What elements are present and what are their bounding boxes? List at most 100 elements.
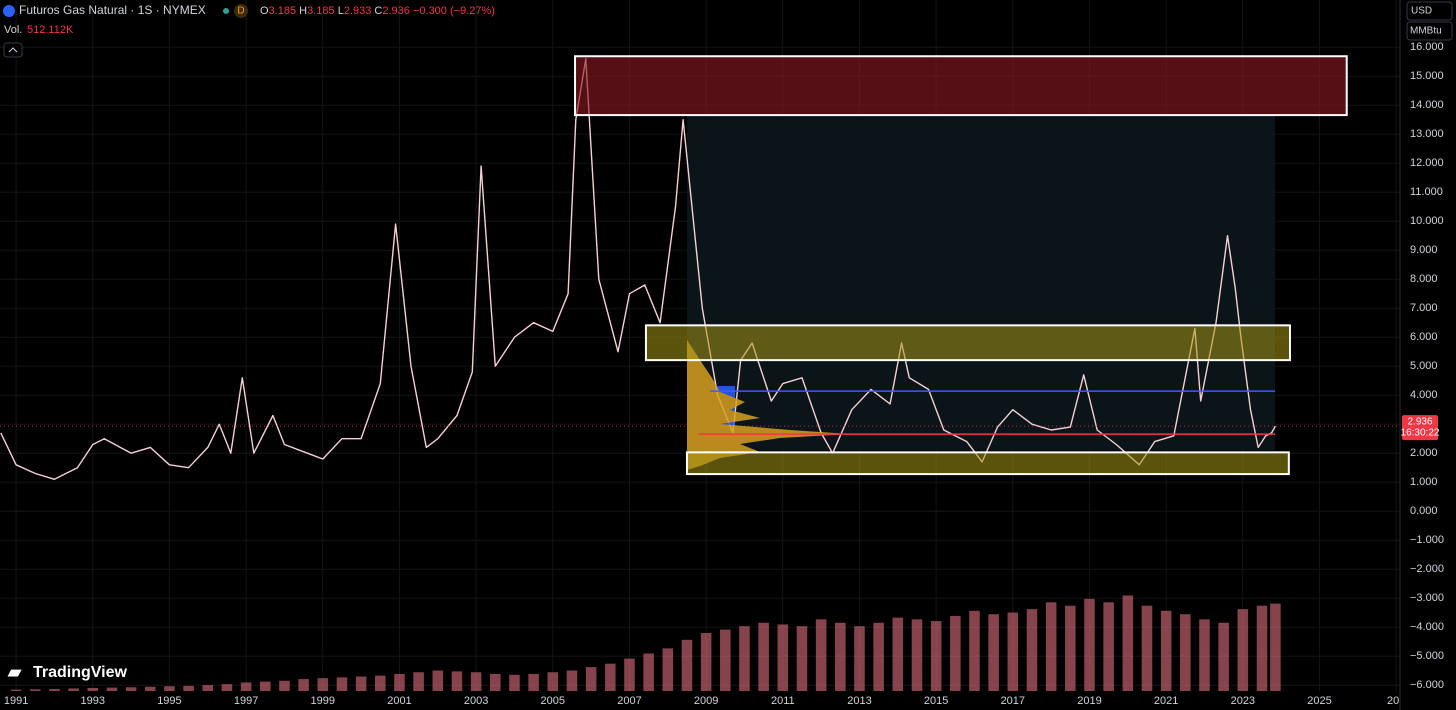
x-tick-label: 2009 bbox=[694, 695, 718, 707]
x-tick-label: 2011 bbox=[771, 695, 795, 707]
volume-bar bbox=[662, 648, 674, 691]
x-tick-label: 2013 bbox=[847, 695, 871, 707]
y-tick-label: 10.000 bbox=[1410, 215, 1444, 227]
x-tick-label: 1999 bbox=[311, 695, 335, 707]
x-tick-label: 2021 bbox=[1154, 695, 1178, 707]
volume-bar bbox=[125, 687, 137, 691]
price-line bbox=[0, 58, 1277, 480]
volume-bar bbox=[643, 653, 654, 691]
price-tag bbox=[1402, 415, 1438, 441]
volume-bar bbox=[873, 622, 884, 691]
volume-bar bbox=[49, 688, 60, 691]
volume-bar bbox=[1256, 605, 1268, 691]
volume-bar bbox=[758, 622, 769, 691]
volume-bar bbox=[1045, 602, 1057, 691]
y-tick-label: −4.000 bbox=[1410, 621, 1444, 633]
status-dot bbox=[223, 8, 229, 14]
price-tag-label: 2.936 bbox=[1407, 417, 1432, 428]
volume-bar bbox=[509, 674, 520, 691]
x-tick-label: 2025 bbox=[1307, 695, 1331, 707]
volume-bar bbox=[528, 673, 539, 691]
volume-bar bbox=[1065, 605, 1076, 691]
volume-bar bbox=[1026, 609, 1038, 691]
symbol-logo bbox=[3, 5, 15, 17]
y-tick-label: 12.000 bbox=[1410, 157, 1444, 169]
plot-area bbox=[0, 0, 1400, 691]
volume-bar bbox=[1237, 609, 1249, 691]
zone bbox=[574, 55, 1348, 117]
volume-bar bbox=[106, 687, 118, 691]
volume-bar bbox=[796, 626, 808, 691]
y-tick-label: 14.000 bbox=[1410, 99, 1444, 111]
volume-bar bbox=[10, 689, 22, 691]
ohlc-value: 3.185 bbox=[307, 5, 335, 17]
volume-bar bbox=[470, 672, 482, 691]
volume-bar bbox=[87, 687, 99, 691]
x-tick-label: 2023 bbox=[1231, 695, 1255, 707]
volume-bar bbox=[164, 686, 175, 691]
volume-bar bbox=[681, 639, 693, 691]
volume-bar bbox=[1270, 603, 1281, 691]
collapse-button[interactable] bbox=[3, 42, 23, 58]
volume-bar bbox=[432, 670, 444, 691]
volume-bar bbox=[892, 617, 904, 691]
y-tick-label: 4.000 bbox=[1410, 389, 1438, 401]
zone bbox=[644, 324, 1291, 362]
volume-bar bbox=[1122, 595, 1134, 691]
x-tick-label: 1995 bbox=[157, 695, 181, 707]
x-tick-label: 1991 bbox=[4, 695, 28, 707]
volume-bar bbox=[700, 632, 712, 691]
volume-bar bbox=[240, 682, 252, 691]
x-tick-label: 2015 bbox=[924, 695, 948, 707]
volume-bar bbox=[566, 670, 578, 691]
unit-button[interactable] bbox=[1406, 21, 1453, 41]
y-tick-label: 0.000 bbox=[1410, 505, 1438, 517]
profile-shape bbox=[687, 340, 850, 470]
x-tick-label: 2017 bbox=[1001, 695, 1025, 707]
volume-bar bbox=[375, 675, 386, 691]
volume-bar bbox=[547, 672, 559, 691]
volume-bar bbox=[1007, 612, 1019, 691]
ohlc-key: O bbox=[260, 5, 269, 17]
ohlc-value: 2.936 bbox=[382, 5, 410, 17]
volume-bar bbox=[202, 685, 214, 691]
price-axis: 16.000 15.000 14.000 13.000 12.000 11.000 10.0… bbox=[1401, 41, 1444, 691]
x-tick-label: 1993 bbox=[81, 695, 105, 707]
volume-bar bbox=[451, 671, 463, 691]
x-tick-label: 2001 bbox=[387, 695, 411, 707]
volume-bar bbox=[29, 689, 41, 691]
price-axis-panel bbox=[1400, 0, 1456, 710]
volume-bar bbox=[1218, 622, 1229, 691]
y-tick-label: 9.000 bbox=[1410, 244, 1438, 256]
volume-bar bbox=[317, 678, 329, 691]
volume-bar bbox=[394, 673, 405, 691]
x-tick-label: 2007 bbox=[617, 695, 641, 707]
collapse-icon bbox=[8, 47, 18, 53]
volume-bar bbox=[835, 622, 846, 691]
y-tick-label: −2.000 bbox=[1410, 563, 1444, 575]
volume-bar bbox=[969, 610, 980, 691]
shaded-region bbox=[686, 115, 1276, 451]
x-tick-label: 2005 bbox=[541, 695, 565, 707]
volume-bar bbox=[624, 658, 635, 691]
y-tick-label: 1.000 bbox=[1410, 476, 1438, 488]
y-tick-label: −5.000 bbox=[1410, 650, 1444, 662]
volume-bar bbox=[355, 676, 367, 691]
volume-profile bbox=[687, 340, 850, 470]
volume-bar bbox=[720, 629, 731, 691]
price-tag-time: 16:30:22 bbox=[1401, 428, 1440, 439]
brand: TradingView bbox=[33, 664, 128, 681]
y-tick-label: 6.000 bbox=[1410, 331, 1438, 343]
volume-bar bbox=[490, 673, 501, 691]
currency-button[interactable] bbox=[1406, 1, 1453, 21]
volume-bar bbox=[1141, 605, 1153, 691]
y-tick-label: 7.000 bbox=[1410, 302, 1438, 314]
ohlc-value: 3.185 bbox=[269, 5, 297, 17]
badge-bg bbox=[234, 4, 248, 18]
volume-bar bbox=[1160, 610, 1172, 691]
brand-logo: ▰ bbox=[7, 662, 22, 681]
currency: USD bbox=[1411, 6, 1432, 17]
volume-bar bbox=[260, 681, 271, 691]
volume-bar bbox=[605, 663, 616, 691]
volume-bar bbox=[221, 684, 233, 691]
